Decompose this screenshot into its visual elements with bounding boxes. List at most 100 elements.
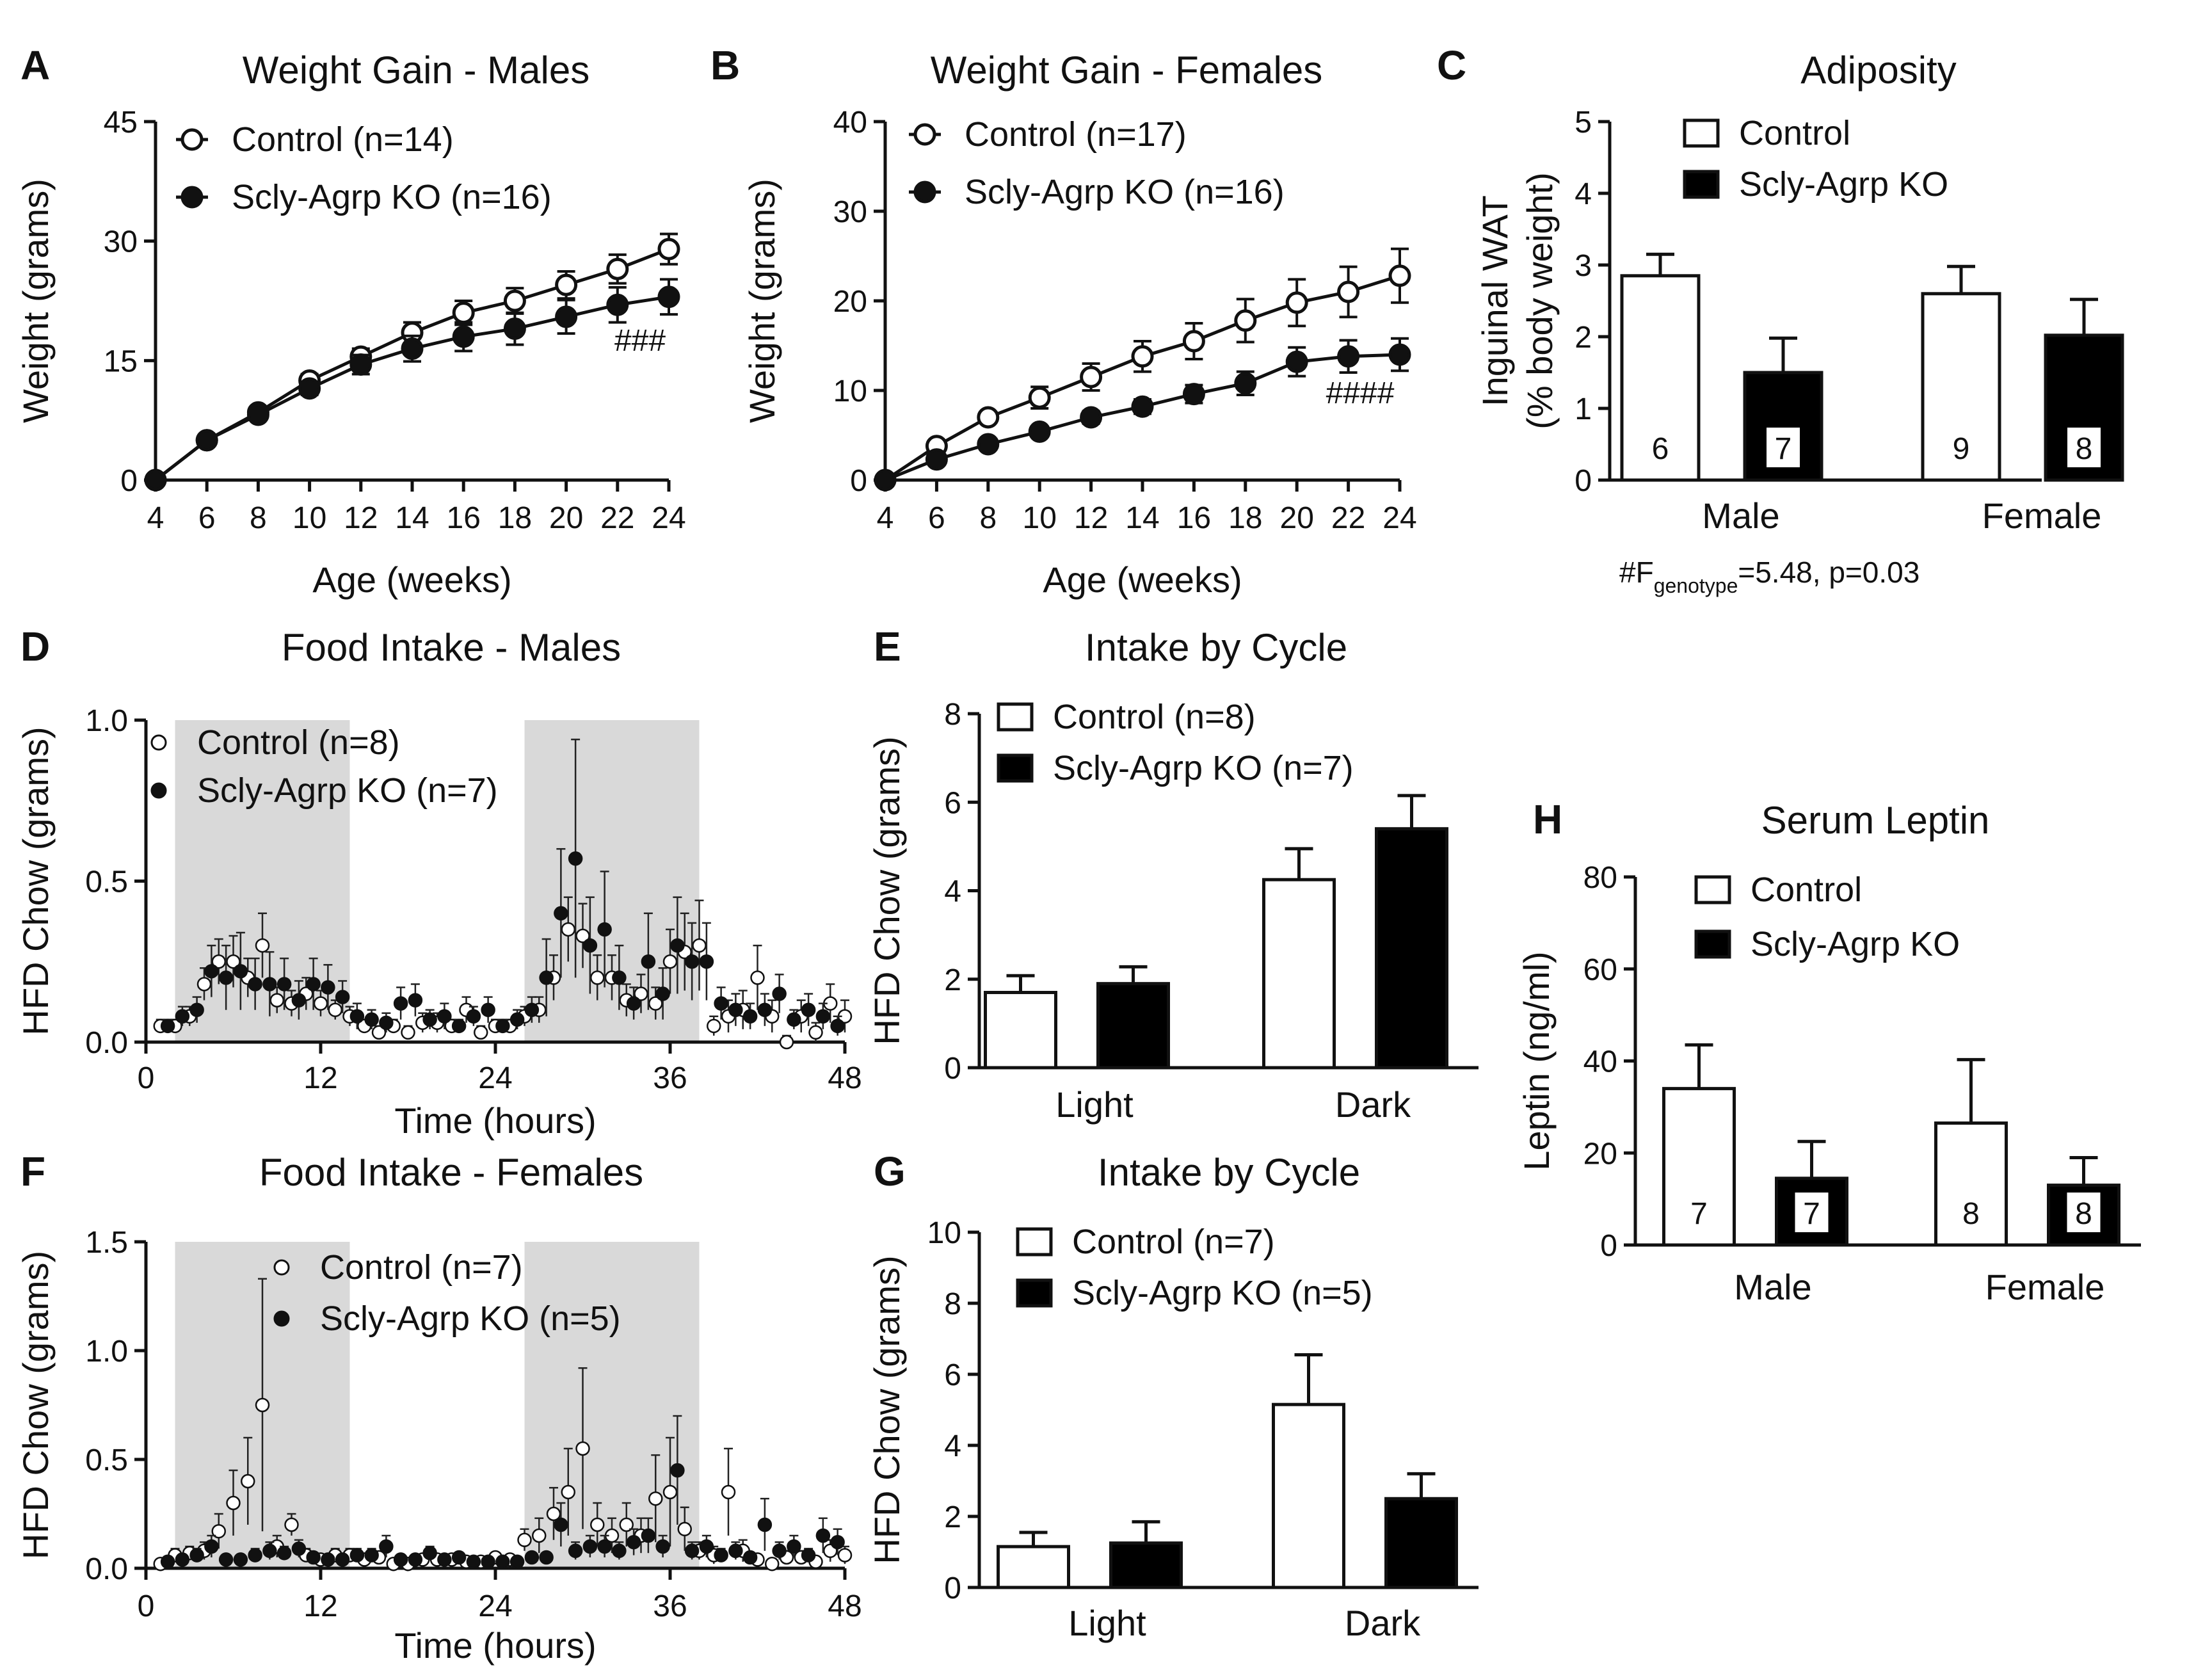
y-tick-label: 1.5: [85, 1226, 128, 1260]
legend-label: Control (n=8): [197, 723, 400, 762]
data-point: [648, 1491, 663, 1506]
data-point: [815, 1528, 831, 1543]
data-point: [466, 1554, 481, 1570]
data-point: [291, 993, 307, 1008]
chart-title: Serum Leptin: [1761, 799, 1990, 842]
n-label-box: [1795, 1193, 1829, 1232]
y-tick-label: 40: [833, 106, 867, 140]
y-tick-label: 2: [944, 963, 961, 997]
y-tick-label: 6: [944, 786, 961, 820]
n-label: 6: [1652, 432, 1669, 466]
category-label: Light: [1068, 1603, 1146, 1643]
data-point: [830, 1534, 845, 1550]
y-axis-label: Inguinal WAT: [1475, 195, 1515, 406]
data-point: [742, 1009, 758, 1024]
x-tick-label: 14: [395, 501, 429, 535]
data-point: [699, 1539, 714, 1554]
category-label: Female: [1985, 1267, 2105, 1307]
legend-label: Control (n=14): [232, 120, 454, 159]
data-point: [422, 1545, 437, 1561]
category-label: Light: [1055, 1084, 1134, 1125]
data-point: [328, 1002, 342, 1017]
x-tick-label: 24: [652, 501, 685, 535]
data-point: [1131, 345, 1154, 368]
legend-label: Scly-Agrp KO (n=5): [1072, 1274, 1373, 1312]
chart-title: Food Intake - Males: [282, 626, 621, 669]
legend-marker: [913, 123, 936, 146]
x-tick-label: 18: [1228, 501, 1262, 535]
y-tick-label: 10: [833, 374, 867, 408]
legend-marker: [150, 734, 167, 751]
y-axis-label-2: (% body weight): [1519, 172, 1560, 430]
data-point: [291, 1541, 307, 1556]
data-point: [160, 1554, 175, 1570]
category-label: Dark: [1335, 1084, 1411, 1125]
data-point: [606, 293, 629, 316]
legend-swatch: [997, 702, 1034, 732]
anova-note-symbol: #F: [1619, 556, 1654, 589]
panel-letter-A: A: [20, 42, 50, 88]
data-point: [401, 1025, 415, 1040]
y-tick-label: 30: [104, 225, 138, 259]
data-point: [539, 1550, 554, 1565]
x-tick-label: 20: [1280, 501, 1314, 535]
x-tick-label: 10: [1023, 501, 1057, 535]
data-point: [699, 954, 714, 969]
panel-letter-F: F: [20, 1148, 45, 1194]
y-axis-label: Weight (grams): [742, 179, 782, 423]
anova-note-text: =5.48, p=0.03: [1738, 556, 1919, 589]
y-tick-label: 0: [120, 464, 138, 498]
data-point: [648, 996, 663, 1011]
x-tick-label: 12: [344, 501, 378, 535]
data-point: [1080, 366, 1103, 389]
chart-H: Serum Leptin 0 20 40 60 80 Leptin (ng/ml) Contr…: [1516, 799, 2141, 1307]
data-point: [349, 1548, 365, 1563]
data-point: [977, 406, 1000, 429]
n-label-box: [1644, 428, 1677, 467]
data-point: [1337, 280, 1360, 303]
data-point: [757, 1002, 773, 1017]
data-point: [393, 1552, 408, 1567]
significance-annotation: ####: [1326, 376, 1395, 410]
bar-ko: [1384, 1497, 1458, 1589]
y-axis-label: HFD Chow (grams): [15, 1251, 56, 1559]
y-tick-label: 6: [944, 1358, 961, 1392]
data-point: [714, 1548, 728, 1563]
data-point: [246, 403, 269, 426]
data-point: [248, 1548, 262, 1563]
n-label-box: [2067, 1193, 2101, 1232]
y-tick-label: 4: [1575, 177, 1592, 211]
panel-B: B: [710, 42, 740, 88]
data-point: [503, 289, 526, 312]
data-point: [714, 996, 728, 1011]
y-tick-label: 2: [1575, 321, 1592, 355]
data-point: [677, 1522, 692, 1537]
data-point: [641, 954, 656, 969]
data-point: [742, 1550, 758, 1565]
legend-marker: [913, 181, 936, 204]
legend-label: Control (n=17): [965, 115, 1187, 154]
y-axis-label: HFD Chow (grams): [15, 727, 56, 1035]
data-point: [364, 1012, 379, 1027]
data-point: [503, 317, 526, 341]
data-point: [218, 1552, 234, 1567]
legend-label: Scly-Agrp KO (n=7): [197, 771, 498, 810]
x-tick-label: 20: [549, 501, 583, 535]
x-tick-label: 4: [147, 501, 164, 535]
panel-letter-D: D: [20, 623, 50, 670]
n-label: 7: [1803, 1197, 1820, 1231]
x-tick-label: 22: [600, 501, 634, 535]
chart-title: Intake by Cycle: [1098, 1151, 1360, 1194]
data-point: [1285, 350, 1308, 373]
y-tick-label: 0: [944, 1052, 961, 1086]
data-point: [481, 1554, 495, 1570]
data-point: [313, 996, 328, 1011]
panel-F: F: [20, 1148, 45, 1194]
data-point: [189, 1548, 204, 1563]
category-label: Dark: [1345, 1603, 1421, 1643]
data-point: [160, 1018, 175, 1034]
legend-label: Scly-Agrp KO (n=16): [965, 173, 1285, 211]
chart-A: Weight Gain - Males 0 15 30 45 4 6 8 10 12 14 16 18 2…: [15, 49, 686, 600]
data-point: [495, 1554, 510, 1570]
bar-control: [1262, 878, 1336, 1070]
